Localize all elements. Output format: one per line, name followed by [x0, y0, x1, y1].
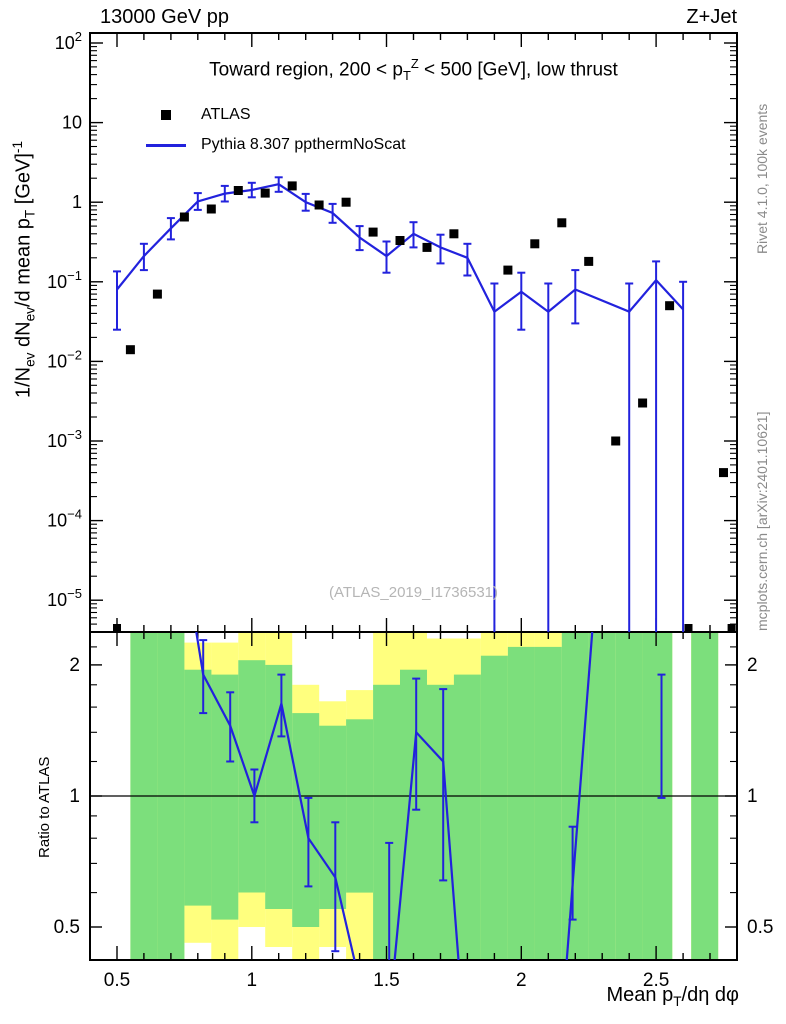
legend-label-pythia: Pythia 8.307 ppthermNoScat	[201, 136, 406, 153]
legend-swatch-pythia	[143, 143, 189, 147]
svg-text:2: 2	[69, 655, 80, 676]
plot-title: Toward region, 200 < pTZ < 500 [GeV], lo…	[209, 56, 618, 84]
svg-text:2: 2	[516, 970, 527, 991]
svg-text:0.5: 0.5	[54, 917, 80, 938]
svg-text:10−2: 10−2	[47, 347, 82, 371]
side-note-rivet: Rivet 4.1.0, 100k events	[754, 103, 770, 254]
y-axis-label: 1/Nev dNev/d mean pT [GeV]-1	[10, 140, 38, 398]
legend: ATLAS Pythia 8.307 ppthermNoScat	[143, 100, 406, 160]
svg-text:10−5: 10−5	[47, 586, 82, 610]
side-note-mcplots: mcplots.cern.ch [arXiv:2401.10621]	[754, 411, 770, 631]
svg-text:1: 1	[747, 786, 758, 807]
svg-text:0.5: 0.5	[104, 970, 130, 991]
svg-text:10: 10	[62, 113, 82, 133]
legend-item-pythia: Pythia 8.307 ppthermNoScat	[143, 130, 406, 160]
svg-text:2: 2	[747, 655, 758, 676]
header-beam-energy: 13000 GeV pp	[100, 6, 229, 28]
svg-text:10−3: 10−3	[47, 427, 82, 451]
svg-text:1: 1	[72, 192, 82, 212]
header-process: Z+Jet	[686, 6, 737, 28]
legend-item-atlas: ATLAS	[143, 100, 406, 130]
svg-text:2.5: 2.5	[643, 970, 669, 991]
svg-text:1.5: 1.5	[373, 970, 399, 991]
analysis-watermark: (ATLAS_2019_I1736531)	[328, 584, 498, 601]
square-marker-icon	[161, 110, 171, 120]
svg-text:1: 1	[69, 786, 80, 807]
legend-swatch-atlas	[143, 110, 189, 120]
ratio-axis-label: Ratio to ATLAS	[36, 756, 53, 858]
svg-text:0.5: 0.5	[747, 917, 773, 938]
line-marker-icon	[146, 143, 186, 147]
svg-text:10−1: 10−1	[47, 268, 82, 292]
svg-text:102: 102	[55, 29, 82, 53]
svg-text:10−4: 10−4	[47, 507, 82, 531]
legend-label-atlas: ATLAS	[201, 106, 251, 123]
x-axis-label: Mean pT/dη dφ	[606, 984, 739, 1009]
svg-text:1: 1	[247, 970, 258, 991]
